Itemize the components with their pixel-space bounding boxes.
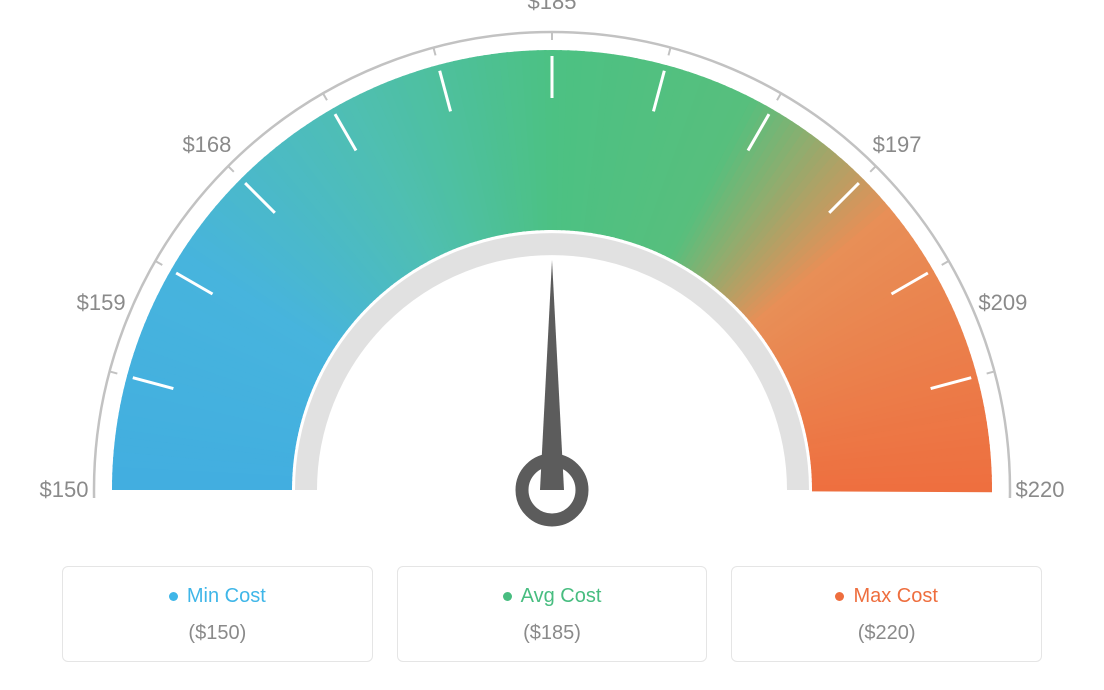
dot-icon [169,592,178,601]
gauge-tick-label: $168 [182,132,231,158]
legend-card-min: Min Cost ($150) [62,566,373,662]
gauge-tick-label: $185 [528,0,577,15]
legend-value-max: ($220) [732,622,1041,645]
gauge-svg [0,0,1104,560]
dot-icon [835,592,844,601]
legend-row: Min Cost ($150) Avg Cost ($185) Max Cost… [0,566,1104,662]
legend-card-avg: Avg Cost ($185) [397,566,708,662]
legend-value-avg: ($185) [398,622,707,645]
legend-value-min: ($150) [63,622,372,645]
cost-gauge: $150 $159 $168 $185 $197 $209 $220 [0,0,1104,560]
legend-title-min: Min Cost [169,585,266,608]
legend-title-max: Max Cost [835,585,937,608]
gauge-tick-label: $220 [1016,477,1065,503]
legend-title-avg: Avg Cost [503,585,602,608]
legend-label: Avg Cost [521,585,602,608]
gauge-tick-label: $159 [77,290,126,316]
gauge-tick-label: $209 [978,290,1027,316]
legend-label: Min Cost [187,585,266,608]
legend-card-max: Max Cost ($220) [731,566,1042,662]
gauge-tick-label: $197 [873,132,922,158]
gauge-tick-label: $150 [40,477,89,503]
legend-label: Max Cost [853,585,937,608]
dot-icon [503,592,512,601]
